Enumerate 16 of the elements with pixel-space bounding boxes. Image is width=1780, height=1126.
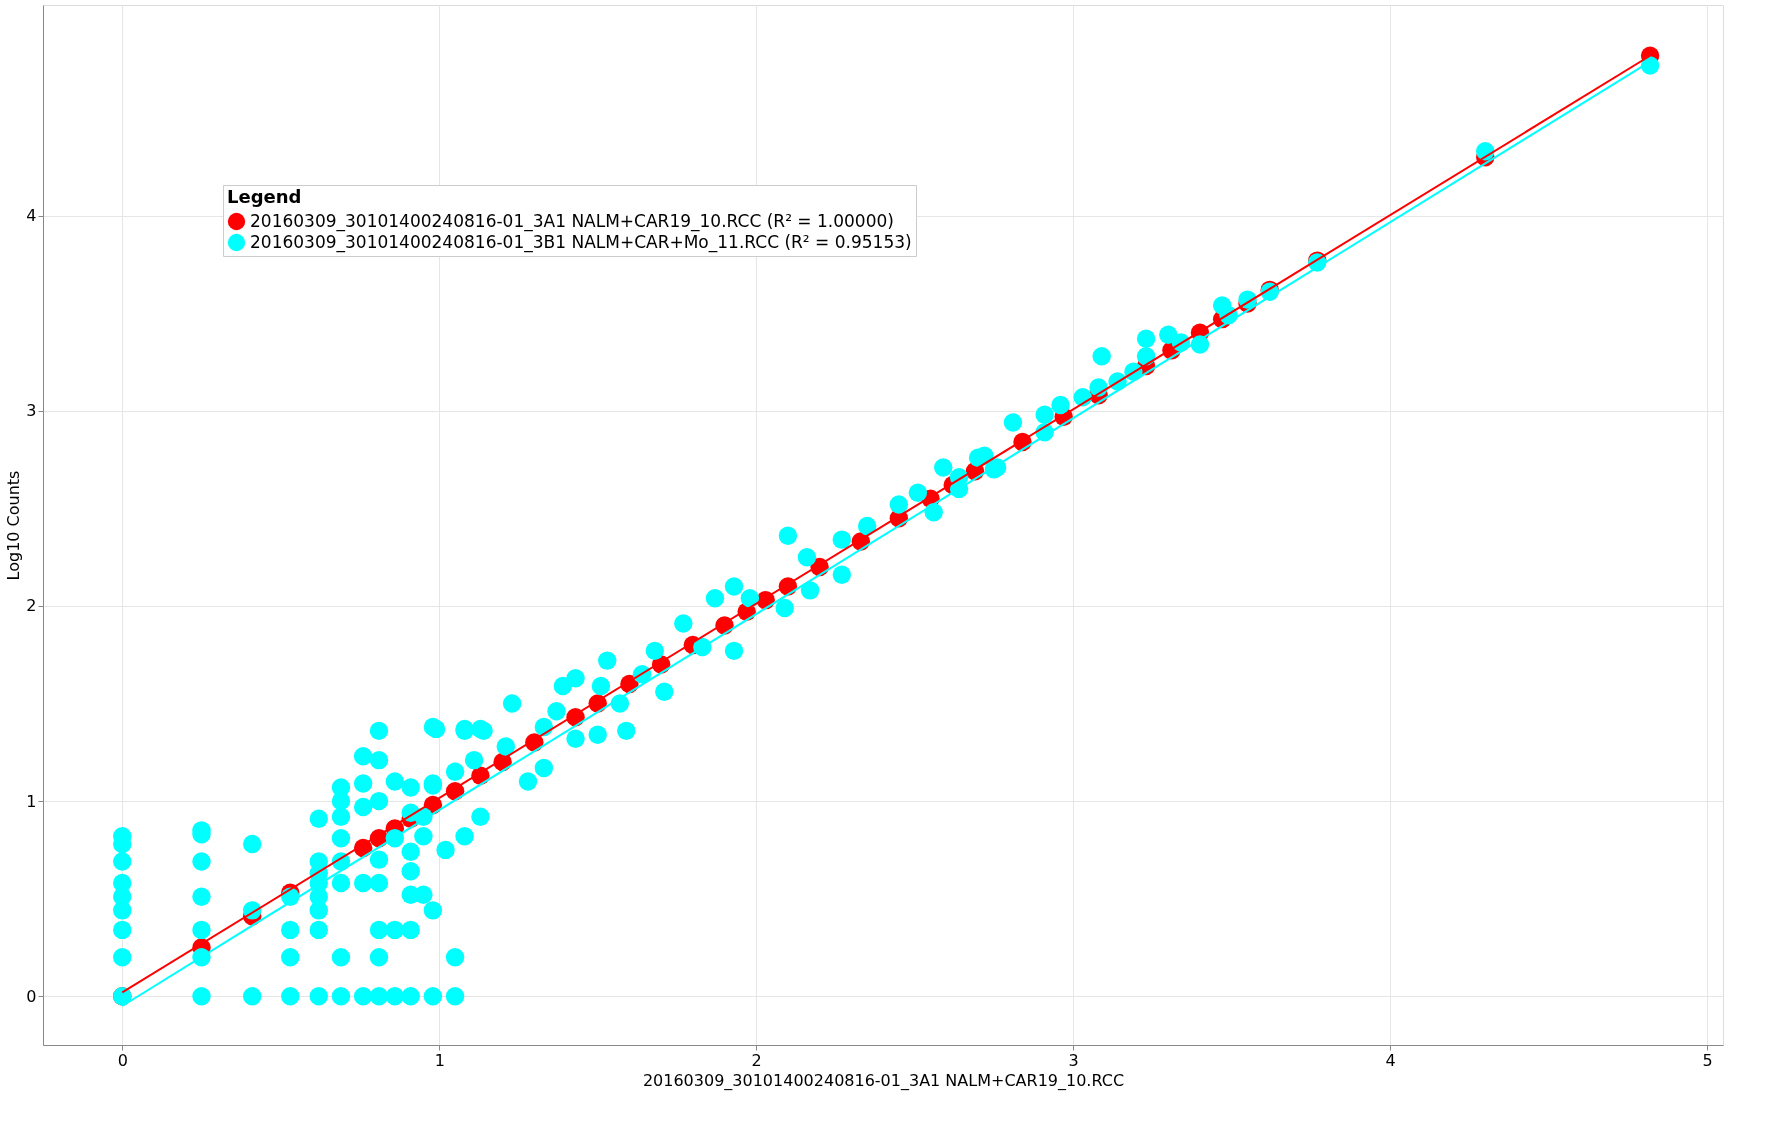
y-tick-label: 1 (26, 791, 37, 811)
legend-title: Legend (227, 186, 302, 207)
legend-label: 20160309_30101400240816-01_3B1 NALM+CAR+Mo_11.RCC (R² = 0.95153) (250, 231, 912, 253)
y-axis-title: Log10 Counts (4, 470, 24, 581)
x-tick-label: 5 (1702, 1050, 1713, 1070)
x-tick-label: 4 (1385, 1050, 1396, 1070)
y-tick-label: 2 (26, 596, 37, 616)
y-tick-label: 0 (26, 986, 37, 1006)
legend-label: 20160309_30101400240816-01_3A1 NALM+CAR19_10.RCC (R² = 1.00000) (250, 210, 894, 232)
x-tick-label: 0 (117, 1050, 128, 1070)
x-axis-title: 20160309_30101400240816-01_3A1 NALM+CAR19_10.RCC (642, 1070, 1125, 1091)
x-tick-label: 1 (434, 1050, 445, 1070)
y-tick-label: 3 (26, 401, 37, 421)
y-tick-label: 4 (26, 206, 37, 226)
x-tick-label: 3 (1068, 1050, 1079, 1070)
x-tick-label: 2 (751, 1050, 762, 1070)
